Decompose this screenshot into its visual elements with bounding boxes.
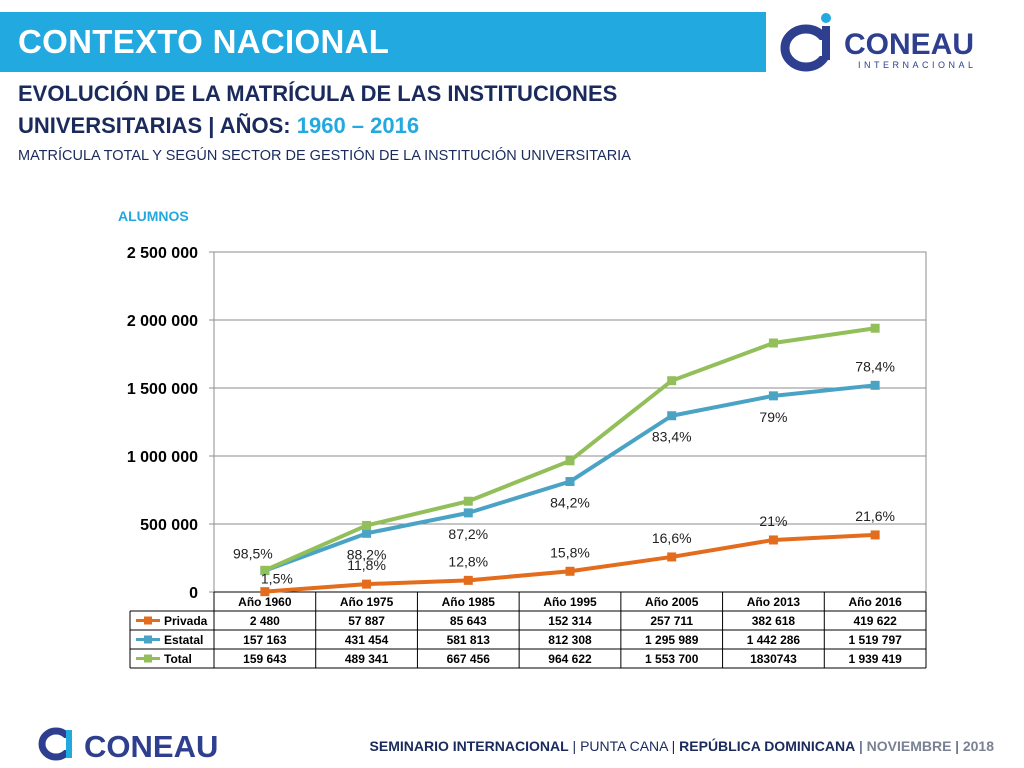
data-label-estatal: 78,4% bbox=[855, 358, 895, 374]
data-point-privada bbox=[870, 530, 880, 540]
table-cell-value: 257 711 bbox=[650, 614, 693, 628]
table-cell-value: 419 622 bbox=[853, 614, 897, 628]
y-tick-label: 2 500 000 bbox=[127, 245, 198, 262]
chart-heading: EVOLUCIÓN DE LA MATRÍCULA DE LAS INSTITU… bbox=[18, 78, 617, 142]
data-label-estatal: 88,2% bbox=[347, 546, 387, 562]
footer-coneau-logo: CONEAU bbox=[38, 727, 218, 762]
footer-logo-name: CONEAU bbox=[84, 729, 218, 762]
table-cell-value: 964 622 bbox=[548, 652, 592, 666]
table-cell-value: 2 480 bbox=[250, 614, 280, 628]
y-tick-label: 1 000 000 bbox=[127, 449, 198, 466]
heading-line-2: UNIVERSITARIAS | AÑOS: 1960 – 2016 bbox=[18, 113, 420, 138]
data-point-total bbox=[768, 338, 778, 348]
table-cell-value: 1 519 797 bbox=[848, 633, 902, 647]
legend-swatch-marker bbox=[144, 654, 152, 663]
data-point-total bbox=[565, 456, 575, 466]
data-point-estatal bbox=[463, 508, 473, 518]
y-axis-label: ALUMNOS bbox=[118, 208, 189, 224]
data-point-total bbox=[362, 520, 372, 530]
x-category-label: Año 2016 bbox=[848, 595, 902, 609]
data-point-estatal bbox=[362, 528, 372, 538]
data-label-privada: 1,5% bbox=[261, 571, 293, 587]
table-cell-value: 159 643 bbox=[243, 652, 287, 666]
page-title: CONTEXTO NACIONAL bbox=[18, 23, 390, 60]
data-label-estatal: 83,4% bbox=[652, 429, 692, 445]
table-cell-value: 382 618 bbox=[752, 614, 796, 628]
title-banner bbox=[0, 12, 766, 72]
data-point-total bbox=[260, 565, 270, 575]
table-cell-value: 1 553 700 bbox=[645, 652, 699, 666]
legend-series-name: Estatal bbox=[164, 633, 203, 647]
heading-years: 1960 – 2016 bbox=[296, 113, 420, 138]
table-cell-value: 581 813 bbox=[447, 633, 491, 647]
table-cell-value: 157 163 bbox=[243, 633, 287, 647]
data-label-privada: 15,8% bbox=[550, 544, 590, 560]
table-cell-value: 1830743 bbox=[750, 652, 797, 666]
table-cell-value: 667 456 bbox=[447, 652, 491, 666]
data-label-estatal: 98,5% bbox=[233, 546, 273, 562]
x-category-label: Año 2013 bbox=[747, 595, 801, 609]
data-point-privada bbox=[565, 566, 575, 576]
data-point-privada bbox=[463, 575, 473, 585]
logo-name: CONEAU bbox=[844, 28, 974, 61]
data-point-privada bbox=[768, 535, 778, 545]
legend-series-name: Privada bbox=[164, 614, 208, 628]
data-label-privada: 21% bbox=[759, 513, 787, 529]
table-cell-value: 431 454 bbox=[345, 633, 389, 647]
heading-line-1: EVOLUCIÓN DE LA MATRÍCULA DE LAS INSTITU… bbox=[18, 81, 618, 106]
data-label-privada: 11,8% bbox=[347, 557, 386, 573]
x-category-label: Año 1960 bbox=[238, 595, 292, 609]
table-cell-value: 85 643 bbox=[450, 614, 487, 628]
y-tick-label: 0 bbox=[189, 585, 198, 602]
table-cell-value: 152 314 bbox=[548, 614, 592, 628]
data-point-privada bbox=[260, 587, 270, 597]
table-cell-value: 1 442 286 bbox=[747, 633, 801, 647]
x-category-label: Año 1985 bbox=[442, 595, 496, 609]
data-point-estatal bbox=[565, 477, 575, 487]
y-tick-label: 2 000 000 bbox=[127, 313, 198, 330]
data-label-estatal: 79% bbox=[759, 409, 787, 425]
table-cell-value: 1 939 419 bbox=[848, 652, 902, 666]
logo-sub: INTERNACIONAL bbox=[858, 60, 977, 70]
coneau-logo: CONEAU INTERNACIONAL bbox=[780, 13, 977, 72]
legend-series-name: Total bbox=[164, 652, 192, 666]
logo-dot bbox=[821, 13, 831, 23]
table-cell-value: 489 341 bbox=[345, 652, 389, 666]
y-tick-label: 500 000 bbox=[140, 517, 198, 534]
enrollment-line-chart: 0 500 000 1 000 000 1 500 000 2 000 000 2 500… bbox=[127, 245, 927, 669]
table-cell-value: 57 887 bbox=[348, 614, 385, 628]
legend-swatch-marker bbox=[144, 616, 152, 625]
plot-area bbox=[213, 251, 927, 593]
data-point-total bbox=[463, 496, 473, 506]
legend-swatch-marker bbox=[144, 635, 152, 644]
x-category-label: Año 1975 bbox=[340, 595, 394, 609]
x-category-label: Año 1995 bbox=[543, 595, 597, 609]
data-point-estatal bbox=[870, 380, 880, 390]
data-label-privada: 12,8% bbox=[448, 553, 488, 569]
data-label-estatal: 84,2% bbox=[550, 495, 590, 511]
x-category-label: Año 2005 bbox=[645, 595, 699, 609]
data-point-estatal bbox=[667, 411, 677, 421]
data-point-estatal bbox=[768, 391, 778, 401]
data-label-privada: 16,6% bbox=[652, 530, 692, 546]
data-point-total bbox=[870, 323, 880, 333]
table-cell-value: 812 308 bbox=[548, 633, 592, 647]
data-point-privada bbox=[667, 552, 677, 562]
data-point-privada bbox=[362, 579, 372, 589]
y-tick-label: 1 500 000 bbox=[127, 381, 198, 398]
chart-subheading: MATRÍCULA TOTAL Y SEGÚN SECTOR DE GESTIÓ… bbox=[18, 148, 631, 164]
data-point-total bbox=[667, 376, 677, 386]
table-cell-value: 1 295 989 bbox=[645, 633, 699, 647]
data-label-privada: 21,6% bbox=[855, 508, 895, 524]
data-label-estatal: 87,2% bbox=[448, 526, 488, 542]
footer-event-info: SEMINARIO INTERNACIONAL | PUNTA CANA | R… bbox=[369, 738, 994, 754]
